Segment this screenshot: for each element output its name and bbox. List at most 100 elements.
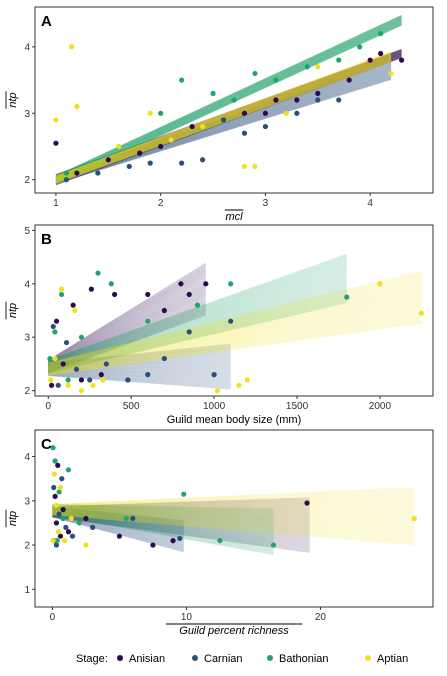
fit-line-aptian xyxy=(55,53,392,179)
fit-line-anisian xyxy=(52,509,310,515)
fit-line-anisian xyxy=(48,277,207,365)
fit-line-anisian xyxy=(55,51,402,179)
fit-line-bathonian xyxy=(48,288,347,370)
point-carnian xyxy=(51,484,57,491)
fit-line-aptian xyxy=(52,496,415,507)
fit-line-bathonian xyxy=(48,284,347,369)
fit-line-anisian xyxy=(52,515,310,545)
fit-line-aptian xyxy=(52,512,415,533)
fit-line-anisian xyxy=(55,50,402,177)
fit-line-carnian xyxy=(55,72,392,182)
fit-line-bathonian xyxy=(52,513,274,549)
point-bathonian xyxy=(252,70,258,77)
point-bathonian xyxy=(145,318,151,324)
fit-line-carnian xyxy=(52,513,184,543)
fit-line-carnian xyxy=(55,78,392,184)
fit-line-carnian xyxy=(52,510,184,533)
fit-line-anisian xyxy=(52,498,310,508)
fit-line-anisian xyxy=(52,510,310,522)
fit-line-aptian xyxy=(52,509,415,516)
point-aptian xyxy=(68,515,74,522)
point-carnian xyxy=(294,110,300,116)
fit-line-aptian xyxy=(52,509,415,520)
y-tick-label: 3 xyxy=(24,109,30,120)
fit-line-bathonian xyxy=(55,23,402,183)
fit-line-anisian xyxy=(55,50,402,177)
fit-line-aptian xyxy=(52,511,415,529)
fit-line-carnian xyxy=(55,77,392,184)
fit-line-bathonian xyxy=(55,16,402,178)
fit-line-carnian xyxy=(55,67,392,180)
fit-line-bathonian xyxy=(55,21,402,182)
fit-line-anisian xyxy=(52,501,310,508)
fit-line-anisian xyxy=(48,272,207,363)
fit-line-bathonian xyxy=(48,269,347,365)
point-aptian xyxy=(72,307,78,314)
fit-line-aptian xyxy=(55,53,392,178)
fit-line-aptian xyxy=(52,512,415,535)
fit-line-anisian xyxy=(52,514,310,539)
point-anisian xyxy=(189,123,195,130)
fit-line-carnian xyxy=(52,512,184,541)
fit-line-bathonian xyxy=(48,273,347,366)
fit-line-anisian xyxy=(52,514,310,541)
fit-line-anisian xyxy=(55,51,402,179)
fit-line-anisian xyxy=(52,512,310,534)
fit-line-carnian xyxy=(48,373,231,383)
fit-line-carnian xyxy=(55,74,392,183)
fit-line-carnian xyxy=(48,374,231,387)
fit-line-bathonian xyxy=(55,17,402,179)
fit-line-bathonian xyxy=(52,510,274,536)
fit-line-aptian xyxy=(48,286,422,368)
point-carnian xyxy=(59,476,65,482)
fit-line-carnian xyxy=(55,69,392,180)
fit-line-anisian xyxy=(48,296,206,369)
fit-line-aptian xyxy=(52,514,415,543)
fit-line-carnian xyxy=(48,374,231,386)
fit-line-bathonian xyxy=(55,16,402,178)
fit-line-aptian xyxy=(55,61,392,184)
fit-line-bathonian xyxy=(55,20,402,181)
fit-line-aptian xyxy=(48,281,422,366)
fit-line-anisian xyxy=(55,53,402,181)
fit-line-carnian xyxy=(52,511,184,537)
fit-line-anisian xyxy=(55,53,402,181)
fit-line-bathonian xyxy=(52,514,274,555)
fit-line-carnian xyxy=(48,343,231,364)
fit-line-carnian xyxy=(55,74,392,183)
fit-line-aptian xyxy=(48,296,422,370)
point-aptian xyxy=(53,117,59,123)
fit-line-bathonian xyxy=(52,505,274,517)
fit-line-bathonian xyxy=(55,15,402,177)
fit-line-carnian xyxy=(48,373,231,386)
point-anisian xyxy=(60,507,66,513)
fit-line-bathonian xyxy=(52,514,274,554)
fit-line-anisian xyxy=(52,512,310,530)
point-carnian xyxy=(87,377,93,383)
fit-line-anisian xyxy=(52,515,310,546)
fit-line-carnian xyxy=(55,66,392,179)
point-bathonian xyxy=(336,57,342,63)
fit-line-anisian xyxy=(48,280,206,365)
fit-line-carnian xyxy=(55,75,392,183)
fit-line-aptian xyxy=(52,510,415,526)
fit-line-carnian xyxy=(55,78,392,184)
fit-line-carnian xyxy=(55,77,392,184)
fit-line-carnian xyxy=(48,373,231,384)
fit-line-anisian xyxy=(52,511,310,528)
fit-line-carnian xyxy=(52,506,184,523)
fit-line-aptian xyxy=(48,315,422,375)
fit-line-aptian xyxy=(52,510,415,525)
fit-line-bathonian xyxy=(52,504,274,513)
fit-line-bathonian xyxy=(55,20,402,181)
fit-line-carnian xyxy=(48,361,231,369)
point-aptian xyxy=(411,515,417,522)
fit-line-aptian xyxy=(48,284,422,367)
fit-line-anisian xyxy=(48,312,206,373)
fit-line-bathonian xyxy=(55,25,402,185)
fit-line-aptian xyxy=(48,316,422,375)
fit-line-anisian xyxy=(52,516,310,553)
point-aptian xyxy=(69,44,75,50)
fit-line-anisian xyxy=(48,282,206,366)
